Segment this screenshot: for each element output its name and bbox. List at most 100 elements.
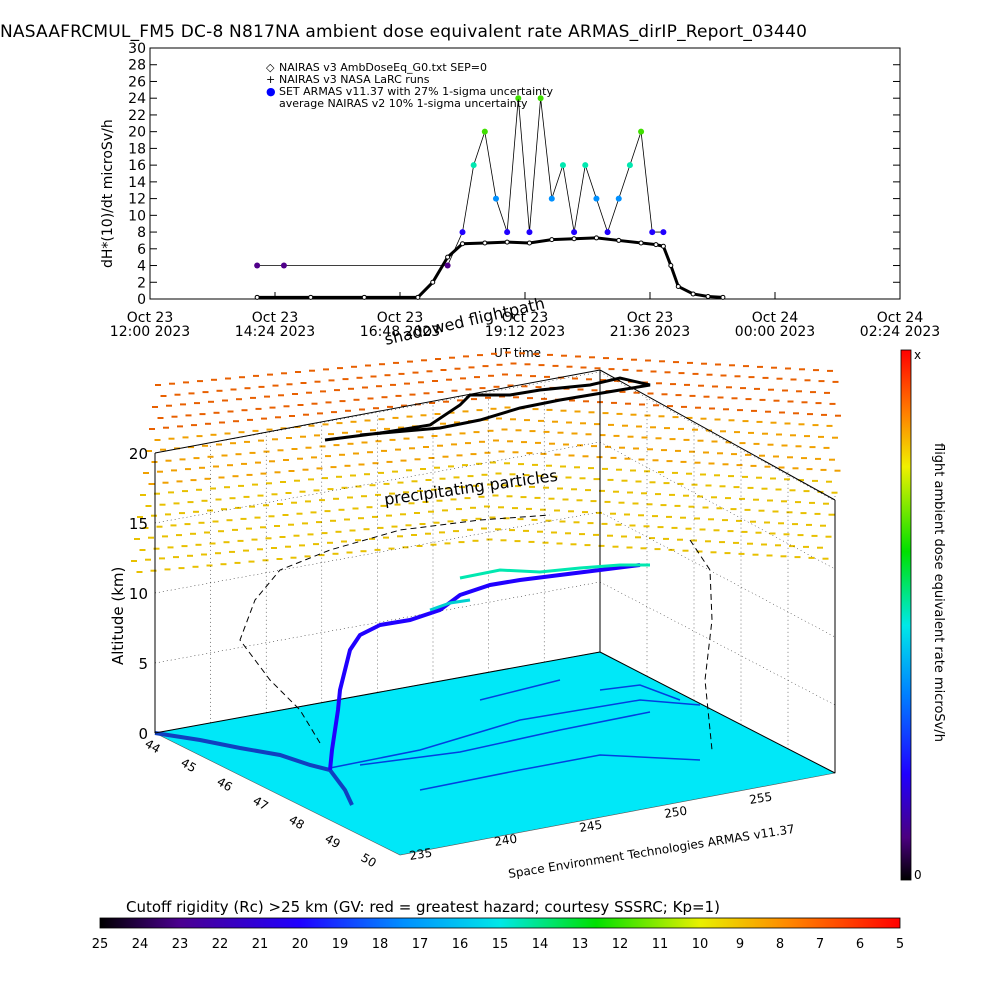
armas-point [626, 162, 633, 169]
y-tick-label: 12 [128, 192, 146, 208]
armas-point [559, 162, 566, 169]
box-edge [154, 651, 601, 734]
flight-path-track [324, 376, 651, 771]
rigidity-tick-label: 14 [532, 937, 549, 952]
rigidity-colorbar: Cutoff rigidity (Rc) >25 km (GV: red = g… [92, 898, 904, 952]
altitude-tick-label: 10 [129, 585, 148, 603]
dose-colorbar: x 0 flight ambient dose equivalent rate … [900, 348, 946, 882]
nairas-point [675, 283, 681, 289]
latitude-tick-label: 45 [179, 755, 199, 775]
rigidity-tick-label: 23 [172, 937, 189, 952]
nairas-point [504, 239, 510, 245]
armas-point [604, 229, 611, 236]
armas-point [444, 262, 451, 269]
y-tick-label: 10 [128, 208, 146, 224]
rigidity-tick-label: 6 [856, 937, 864, 952]
armas-point [515, 95, 522, 102]
rigidity-tick-label: 20 [292, 937, 309, 952]
nairas-point [660, 243, 666, 249]
rigidity-colorbar-title: Cutoff rigidity (Rc) >25 km (GV: red = g… [126, 898, 720, 916]
grid-line [154, 511, 601, 594]
armas-point [280, 262, 287, 269]
credit-label: Space Environment Technologies ARMAS v11… [507, 822, 795, 881]
flight-track-segment [459, 563, 650, 580]
x-tick-label-time: 14:24 2023 [235, 324, 315, 340]
y-tick-label: 14 [128, 175, 146, 191]
flight-track [328, 563, 641, 771]
latitude-tick-label: 49 [323, 831, 343, 851]
dose-colorbar-gradient [900, 349, 912, 881]
legend-symbol: + [266, 73, 275, 86]
armas-series-line [257, 98, 664, 266]
nairas-point [430, 279, 436, 285]
box-edge [154, 369, 601, 454]
armas-point [582, 162, 589, 169]
rigidity-tick-label: 11 [652, 937, 669, 952]
altitude-tick-label: 20 [129, 445, 148, 463]
altitude-ticks: 0 5 10 15 20 [129, 445, 148, 743]
nairas-point [668, 263, 674, 269]
cyan-ground-plane [154, 651, 836, 856]
y-tick-label: 18 [128, 141, 146, 157]
nairas-point [526, 240, 532, 246]
latitude-tick-label: 46 [215, 774, 235, 794]
nairas-point [705, 293, 711, 299]
rigidity-tick-label: 15 [492, 937, 509, 952]
legend-symbol: ● [266, 85, 276, 98]
grid-line [154, 581, 601, 664]
longitude-tick-label: 250 [663, 804, 688, 821]
armas-point [504, 229, 511, 236]
legend-symbol: ◇ [266, 61, 275, 74]
ground-contour [479, 679, 561, 701]
armas-point [571, 229, 578, 236]
altitude-tick-label: 0 [138, 725, 148, 743]
altitude-tick-label: 15 [129, 515, 148, 533]
precipitating-particles-label: precipitating particles [383, 466, 559, 509]
ground-contour [359, 711, 651, 766]
grid-line [599, 441, 836, 570]
nairas-point [653, 242, 659, 248]
nairas-point [254, 294, 260, 300]
rigidity-colorbar-gradient [99, 917, 901, 929]
x-tick-label-date: Oct 23 [252, 310, 298, 326]
x-tick-label-date: Oct 23 [502, 310, 548, 326]
legend-entry-text: NAIRAS v3 NASA LaRC runs [279, 73, 430, 86]
rigidity-tick-label: 17 [412, 937, 429, 952]
ground-features [154, 679, 701, 806]
x-tick-label-time: 21:36 2023 [610, 324, 690, 340]
nairas-series-line [257, 236, 724, 299]
shadow-path-dashed [689, 539, 713, 751]
dose-colorbar-top-label: x [914, 348, 921, 362]
longitude-tick-label: 245 [578, 818, 603, 835]
shadow-path-dashed [239, 514, 551, 744]
x-tick-label-time: 02:24 2023 [860, 324, 940, 340]
nairas-point [616, 237, 622, 243]
nairas-point [415, 294, 421, 300]
armas-point [526, 229, 533, 236]
y-tick-label: 22 [128, 108, 146, 124]
rigidity-tick-label: 25 [92, 937, 109, 952]
rigidity-tick-label: 19 [332, 937, 349, 952]
dose-colorbar-title: flight ambient dose equivalent rate micr… [931, 443, 946, 742]
y-tick-label: 2 [137, 275, 146, 291]
latitude-ticks: 44 45 46 47 48 49 50 [143, 736, 379, 870]
legend-entry-text: average NAIRAS v2 10% 1-sigma uncertaint… [279, 97, 528, 110]
armas-point [492, 195, 499, 202]
top-y-axis-label: dH*(10)/dt microSv/h [100, 119, 116, 268]
rigidity-tick-label: 8 [776, 937, 784, 952]
longitude-tick-label: 255 [748, 790, 773, 807]
top-x-axis-label: UT time [494, 346, 541, 360]
x-tick-label-date: Oct 23 [127, 310, 173, 326]
nairas-point [571, 236, 577, 242]
nairas-point [720, 294, 726, 300]
y-tick-label: 6 [137, 242, 146, 258]
rigidity-tick-label: 7 [816, 937, 824, 952]
altitude-axis-label: Altitude (km) [109, 567, 127, 665]
armas-point [638, 128, 645, 135]
box-edge [599, 651, 836, 774]
ground-contour [329, 699, 701, 769]
y-tick-label: 30 [128, 41, 146, 57]
